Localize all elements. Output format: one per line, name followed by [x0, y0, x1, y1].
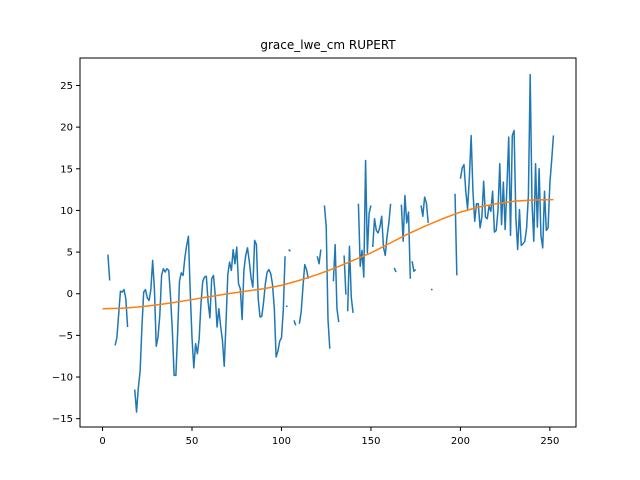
x-tick-label: 200: [451, 436, 470, 447]
x-axis: 0 50 100 150 200 250: [99, 427, 559, 447]
x-tick-label: 150: [361, 436, 380, 447]
series-line: [400, 194, 412, 279]
series-line: [346, 245, 354, 313]
axes-frame: [79, 57, 577, 428]
series-line: [293, 320, 297, 326]
series-line: [454, 193, 458, 276]
series-line: [107, 254, 111, 281]
y-tick-label: 10: [60, 206, 73, 217]
series-line: [393, 267, 397, 273]
y-tick-label: −10: [52, 373, 73, 384]
series-line: [332, 243, 340, 323]
y-tick-label: 15: [60, 164, 73, 175]
y-tick-label: 25: [60, 81, 73, 92]
y-tick-label: −15: [52, 414, 73, 425]
series-point: [285, 305, 288, 308]
y-tick-label: 0: [67, 289, 73, 300]
series-line: [102, 198, 554, 310]
series-trend: [102, 198, 554, 310]
x-tick-label: 250: [540, 436, 559, 447]
y-axis: −15 −10 −5 0 5 10 15 20 25: [52, 81, 80, 425]
series-line: [288, 249, 291, 252]
series-line: [357, 159, 372, 278]
y-tick-label: 20: [60, 123, 73, 134]
series-line: [316, 249, 322, 265]
series-line: [411, 261, 417, 272]
series-layer: [102, 73, 555, 413]
x-tick-label: 50: [186, 436, 199, 447]
series-point: [430, 288, 433, 291]
x-tick-label: 100: [272, 436, 291, 447]
y-tick-label: 5: [67, 248, 73, 259]
series-line: [114, 288, 129, 346]
series-line: [323, 205, 331, 349]
plot-area: 0 50 100 150 200 250 −15 −10 −5 0 5 10 15 20 25: [52, 57, 577, 447]
series-line: [420, 196, 429, 223]
series-line: [459, 73, 555, 251]
series-line: [343, 255, 347, 295]
chart-title: grace_lwe_cm RUPERT: [260, 38, 396, 52]
y-tick-label: −5: [58, 331, 73, 342]
x-tick-label: 0: [99, 436, 105, 447]
series-line: [134, 235, 286, 413]
series-line: [371, 203, 392, 257]
series-observed: [107, 73, 555, 413]
series-line: [298, 263, 310, 324]
